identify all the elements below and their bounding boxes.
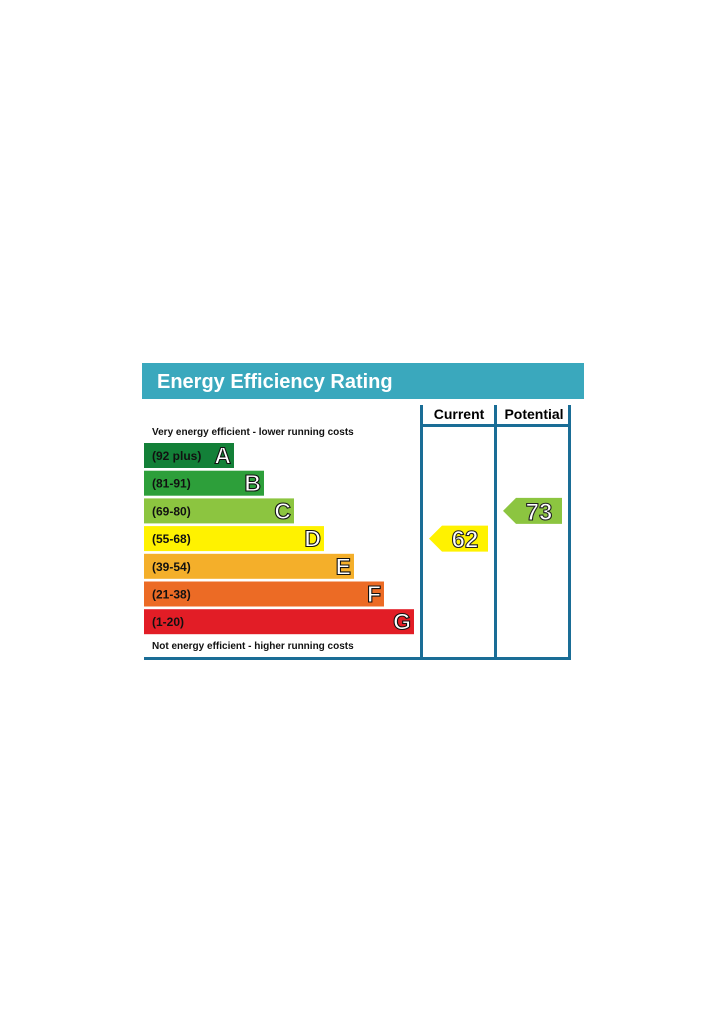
band-range-d: (55-68) bbox=[152, 532, 191, 546]
header-bar bbox=[142, 363, 584, 399]
current-column-header: Current bbox=[434, 406, 485, 422]
top-note: Very energy efficient - lower running co… bbox=[152, 427, 354, 438]
band-range-a: (92 plus) bbox=[152, 449, 201, 463]
band-bar-c bbox=[144, 498, 294, 524]
rating-bands: (92 plus) A (81-91) B (69-80) C (55-68) D (39-54… bbox=[144, 442, 414, 635]
band-bar-d bbox=[144, 526, 324, 552]
chart-title: Energy Efficiency Rating bbox=[157, 371, 393, 393]
band-letter-b: B bbox=[244, 470, 261, 496]
band-letter-f: F bbox=[367, 581, 381, 607]
band-range-f: (21-38) bbox=[152, 588, 191, 602]
band-bar-f bbox=[144, 581, 384, 607]
band-range-b: (81-91) bbox=[152, 477, 191, 491]
band-letter-d: D bbox=[304, 526, 321, 552]
potential-rating-value: 73 bbox=[526, 499, 553, 526]
band-range-g: (1-20) bbox=[152, 615, 184, 629]
current-rating-arrow bbox=[429, 525, 488, 552]
potential-rating-arrow bbox=[503, 497, 562, 524]
potential-column-header: Potential bbox=[504, 406, 563, 422]
band-letter-c: C bbox=[274, 498, 291, 524]
band-letter-a: A bbox=[214, 443, 231, 469]
band-range-c: (69-80) bbox=[152, 504, 191, 518]
band-range-e: (39-54) bbox=[152, 560, 191, 574]
frame bbox=[144, 405, 571, 660]
current-rating-value: 62 bbox=[452, 527, 479, 554]
band-letter-e: E bbox=[336, 553, 351, 579]
band-letter-g: G bbox=[393, 609, 411, 635]
band-bar-e bbox=[144, 553, 354, 579]
band-bar-b bbox=[144, 470, 264, 496]
band-bar-g bbox=[144, 609, 414, 635]
band-bar-a bbox=[144, 443, 234, 468]
rating-indicators: 62 73 bbox=[429, 497, 562, 554]
bottom-note: Not energy efficient - higher running co… bbox=[152, 641, 354, 652]
